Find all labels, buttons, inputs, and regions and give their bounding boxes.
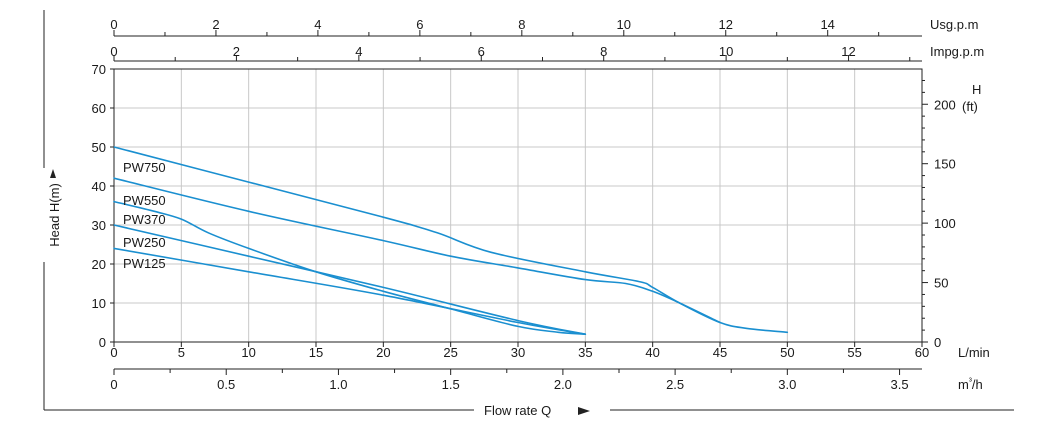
x-tick-label: 5 (178, 345, 185, 360)
x-m3h-axis-tick-label: 1.0 (329, 377, 347, 392)
x-usgpm-axis-tick-label: 14 (820, 17, 834, 32)
series-label-pw750: PW750 (123, 160, 166, 175)
y-right-unit: (ft) (962, 99, 978, 114)
grid (114, 69, 922, 342)
x-usgpm-axis-tick-label: 6 (416, 17, 423, 32)
x-m3h-axis-tick-label: 1.5 (442, 377, 460, 392)
x-tick-label: 60 (915, 345, 929, 360)
curve-pw550 (113, 177, 721, 324)
y-right-tick-label: 100 (934, 216, 956, 231)
x-tick-label: 0 (110, 345, 117, 360)
x-m3h-axis-tick-label: 2.0 (554, 377, 572, 392)
x-usgpm-axis-tick-label: 4 (314, 17, 321, 32)
x-usgpm-axis-tick-label: 0 (110, 17, 117, 32)
curves (113, 146, 789, 335)
x-usgpm-axis-unit: Usg.p.m (930, 17, 978, 32)
x-tick-label: 25 (443, 345, 457, 360)
x-tick-label: 50 (780, 345, 794, 360)
x-m3h-axis-tick-label: 0.5 (217, 377, 235, 392)
y-right-tick-label: 150 (934, 157, 956, 172)
y-tick-label: 40 (92, 179, 106, 194)
y-axis-arrow-icon (50, 169, 56, 178)
x-m3h-axis-tick-label: 3.0 (778, 377, 796, 392)
x-impgpm-axis-unit: Impg.p.m (930, 44, 984, 59)
y-right-tick-label: 200 (934, 97, 956, 112)
x-unit-lmin: L/min (958, 345, 990, 360)
y-right-tick-label: 0 (934, 335, 941, 350)
series-label-pw250: PW250 (123, 235, 166, 250)
x-tick-label: 20 (376, 345, 390, 360)
y-right-tick-label: 50 (934, 276, 948, 291)
y-tick-label: 10 (92, 296, 106, 311)
x-tick-label: 40 (645, 345, 659, 360)
x-impgpm-axis-tick-label: 8 (600, 44, 607, 59)
series-label-pw550: PW550 (123, 193, 166, 208)
x-tick-label: 45 (713, 345, 727, 360)
x-m3h-unit: m³/h (958, 376, 983, 392)
y-axis-label: Head H(m) (47, 183, 62, 247)
series-label-pw370: PW370 (123, 212, 166, 227)
y-tick-label: 20 (92, 257, 106, 272)
x-tick-label: 15 (309, 345, 323, 360)
x-impgpm-axis-tick-label: 0 (110, 44, 117, 59)
x-impgpm-axis-tick-label: 4 (355, 44, 362, 59)
x-m3h-axis-tick-label: 0 (110, 377, 117, 392)
x-impgpm-axis-tick-label: 6 (478, 44, 485, 59)
y-tick-label: 0 (99, 335, 106, 350)
y-tick-label: 50 (92, 140, 106, 155)
x-tick-label: 10 (241, 345, 255, 360)
x-tick-label: 30 (511, 345, 525, 360)
curve-pw250 (113, 224, 587, 335)
x-m3h-axis-tick-label: 2.5 (666, 377, 684, 392)
x-impgpm-axis-tick-label: 2 (233, 44, 240, 59)
x-usgpm-axis-tick-label: 10 (617, 17, 631, 32)
y-tick-label: 70 (92, 62, 106, 77)
x-impgpm-axis-tick-label: 12 (841, 44, 855, 59)
x-axis-label: Flow rate Q (484, 403, 551, 418)
series-labels: PW750 PW550 PW370 PW250 PW125 (123, 160, 166, 271)
x-m3h-axis-tick-label: 3.5 (891, 377, 909, 392)
x-impgpm-axis-tick-label: 10 (719, 44, 733, 59)
x-tick-label: 35 (578, 345, 592, 360)
y-tick-label: 30 (92, 218, 106, 233)
x-tick-label: 55 (847, 345, 861, 360)
y-right-label: H (972, 82, 981, 97)
x-axis-arrow-icon (578, 407, 590, 415)
axes: 0 5 10 15 20 25 30 35 40 45 50 55 60 L/min01020304050… (92, 17, 990, 392)
x-usgpm-axis-tick-label: 8 (518, 17, 525, 32)
x-usgpm-axis-tick-label: 2 (212, 17, 219, 32)
curve-pw125 (113, 247, 587, 335)
series-label-pw125: PW125 (123, 256, 166, 271)
left-bracket: Head H(m) Flow rate Q (43, 10, 1014, 418)
x-usgpm-axis-tick-label: 12 (719, 17, 733, 32)
y-tick-label: 60 (92, 101, 106, 116)
